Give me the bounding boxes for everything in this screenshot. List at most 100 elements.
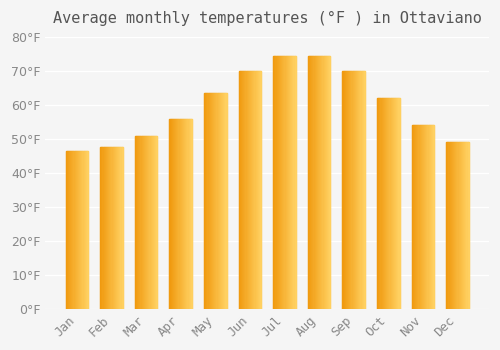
Bar (322, 56, 324, 309)
Bar (386, 98, 387, 309)
Bar (350, 71, 352, 309)
Bar (170, 119, 192, 309)
Bar (76, 151, 77, 309)
Bar (178, 119, 180, 309)
Bar (396, 98, 398, 309)
Bar (182, 119, 183, 309)
Bar (218, 93, 220, 309)
Bar (424, 125, 425, 309)
Bar (280, 56, 281, 309)
Bar (191, 119, 192, 309)
Bar (240, 71, 241, 309)
Bar (311, 56, 312, 309)
Bar (289, 56, 290, 309)
Bar (110, 147, 112, 309)
Bar (308, 56, 330, 309)
Bar (274, 56, 276, 309)
Bar (466, 142, 468, 309)
Bar (291, 56, 292, 309)
Bar (205, 93, 206, 309)
Bar (349, 71, 350, 309)
Bar (309, 56, 310, 309)
Bar (344, 71, 346, 309)
Bar (249, 71, 250, 309)
Bar (412, 125, 434, 309)
Bar (358, 71, 360, 309)
Bar (204, 93, 227, 309)
Bar (120, 147, 122, 309)
Bar (380, 98, 382, 309)
Bar (220, 93, 221, 309)
Bar (294, 56, 296, 309)
Bar (112, 147, 114, 309)
Bar (86, 151, 87, 309)
Bar (147, 135, 148, 309)
Bar (246, 71, 248, 309)
Bar (109, 147, 110, 309)
Bar (418, 125, 420, 309)
Bar (173, 119, 174, 309)
Bar (454, 142, 455, 309)
Bar (453, 142, 454, 309)
Bar (346, 71, 347, 309)
Bar (460, 142, 461, 309)
Bar (66, 151, 67, 309)
Bar (115, 147, 116, 309)
Bar (390, 98, 392, 309)
Bar (155, 135, 156, 309)
Bar (258, 71, 259, 309)
Bar (156, 135, 158, 309)
Bar (256, 71, 258, 309)
Bar (455, 142, 456, 309)
Bar (180, 119, 182, 309)
Bar (461, 142, 462, 309)
Bar (107, 147, 108, 309)
Bar (260, 71, 261, 309)
Bar (241, 71, 242, 309)
Bar (318, 56, 319, 309)
Bar (212, 93, 213, 309)
Bar (69, 151, 70, 309)
Bar (432, 125, 433, 309)
Bar (82, 151, 84, 309)
Bar (206, 93, 208, 309)
Bar (425, 125, 426, 309)
Bar (68, 151, 69, 309)
Bar (388, 98, 390, 309)
Bar (357, 71, 358, 309)
Bar (462, 142, 463, 309)
Bar (316, 56, 317, 309)
Bar (70, 151, 71, 309)
Bar (328, 56, 329, 309)
Bar (259, 71, 260, 309)
Bar (420, 125, 422, 309)
Bar (208, 93, 210, 309)
Bar (74, 151, 76, 309)
Bar (312, 56, 314, 309)
Bar (422, 125, 423, 309)
Bar (185, 119, 186, 309)
Bar (140, 135, 141, 309)
Bar (276, 56, 278, 309)
Bar (87, 151, 88, 309)
Bar (282, 56, 284, 309)
Bar (104, 147, 106, 309)
Bar (354, 71, 355, 309)
Bar (183, 119, 184, 309)
Bar (329, 56, 330, 309)
Bar (326, 56, 327, 309)
Bar (384, 98, 385, 309)
Bar (222, 93, 223, 309)
Bar (355, 71, 356, 309)
Bar (138, 135, 140, 309)
Bar (446, 142, 468, 309)
Bar (385, 98, 386, 309)
Bar (184, 119, 185, 309)
Bar (348, 71, 349, 309)
Bar (221, 93, 222, 309)
Bar (308, 56, 309, 309)
Bar (190, 119, 191, 309)
Bar (314, 56, 316, 309)
Bar (106, 147, 107, 309)
Bar (100, 147, 102, 309)
